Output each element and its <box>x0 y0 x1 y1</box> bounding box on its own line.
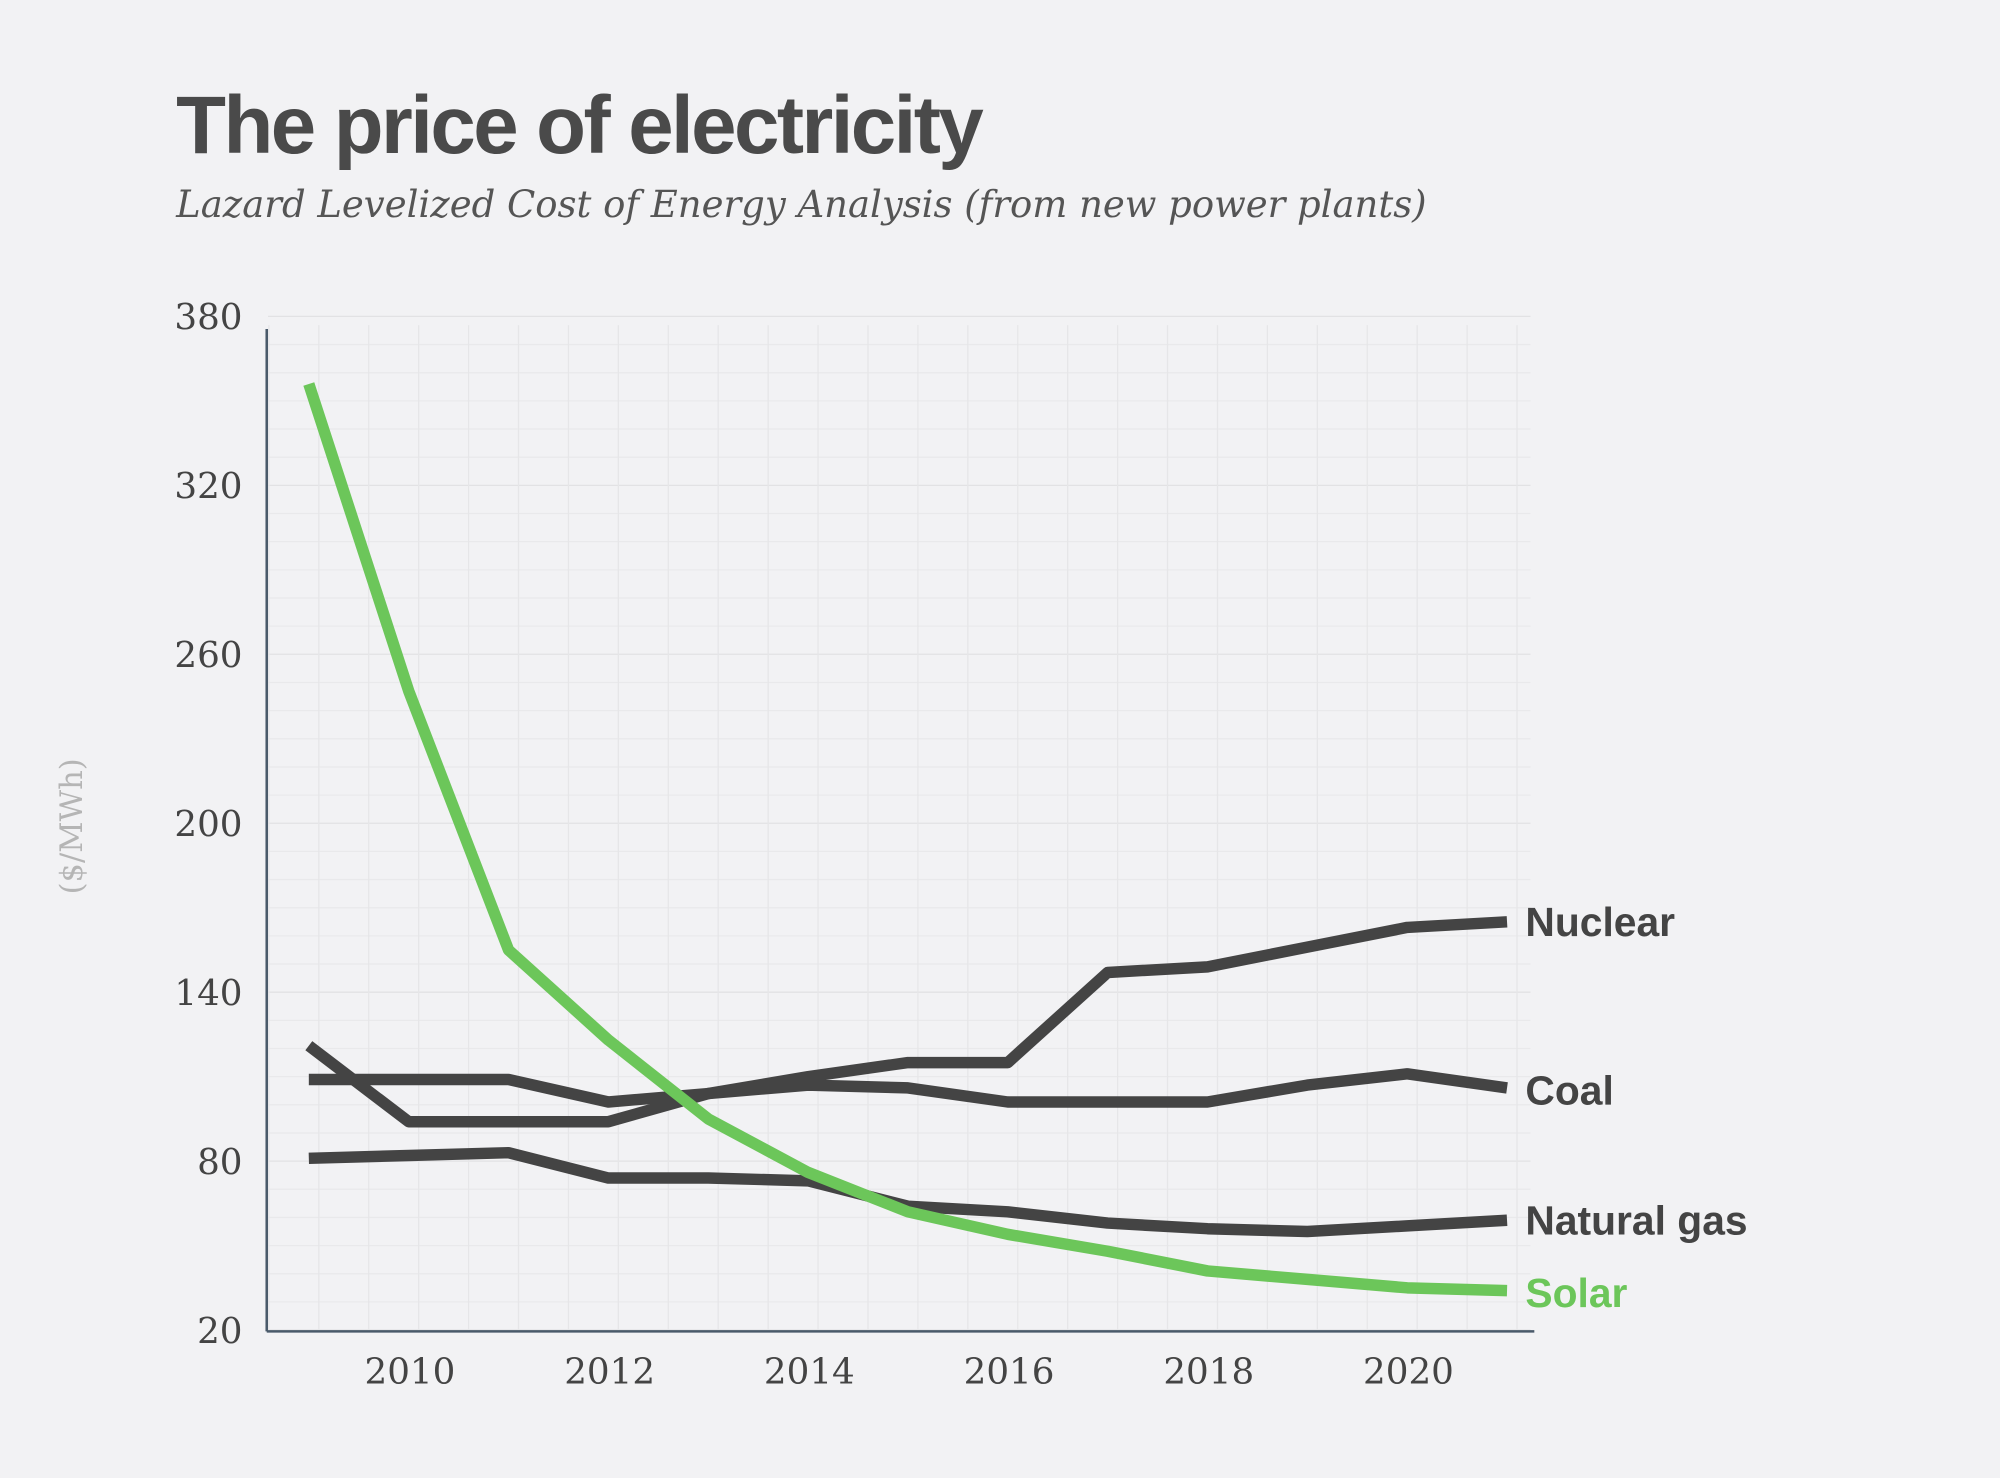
x-tick-label: 2018 <box>1163 1352 1254 1393</box>
y-tick-label: 140 <box>174 973 242 1014</box>
series-label-coal: Coal <box>1525 1067 1613 1113</box>
series-line-solar <box>303 382 1508 1297</box>
axes <box>265 329 1535 1333</box>
series-label-solar: Solar <box>1525 1270 1627 1316</box>
x-tick-label: 2010 <box>365 1352 456 1393</box>
y-tick-label: 20 <box>197 1311 242 1352</box>
series-lines <box>303 382 1508 1297</box>
x-ticks: 2010 2012 2014 2016 2018 2020 <box>365 1352 1454 1393</box>
chart-title: The price of electricity <box>176 80 983 171</box>
series-line-nuclear <box>305 916 1508 1128</box>
y-tick-label: 320 <box>174 466 242 507</box>
x-tick-label: 2014 <box>764 1352 855 1393</box>
y-tick-label: 80 <box>197 1142 242 1183</box>
series-line-natural-gas <box>308 1146 1508 1238</box>
x-tick-label: 2016 <box>964 1352 1055 1393</box>
y-ticks: 380 320 260 200 140 80 20 <box>174 297 242 1352</box>
x-tick-label: 2012 <box>564 1352 655 1393</box>
series-labels: Nuclear Coal Natural gas Solar <box>1525 899 1747 1316</box>
y-tick-label: 200 <box>174 804 242 845</box>
chart-subtitle: Lazard Levelized Cost of Energy Analysis… <box>175 183 1426 226</box>
y-tick-label: 260 <box>174 635 242 676</box>
x-tick-label: 2020 <box>1363 1352 1454 1393</box>
y-axis-label: ($/MWh) <box>55 758 90 894</box>
series-line-coal <box>308 1068 1508 1108</box>
series-label-natural-gas: Natural gas <box>1525 1197 1747 1243</box>
series-label-nuclear: Nuclear <box>1525 899 1675 945</box>
y-tick-label: 380 <box>174 297 242 338</box>
